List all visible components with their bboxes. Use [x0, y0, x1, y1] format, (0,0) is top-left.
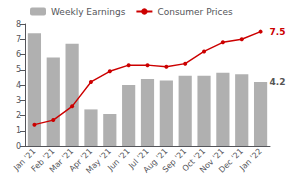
svg-text:0: 0 [16, 142, 21, 151]
svg-text:Weekly Earnings: Weekly Earnings [51, 7, 126, 17]
svg-text:4: 4 [16, 81, 21, 90]
svg-text:Jan '22: Jan '22 [237, 147, 263, 173]
svg-text:1: 1 [16, 126, 21, 135]
svg-text:2: 2 [16, 111, 21, 120]
svg-text:Feb '21: Feb '21 [29, 146, 57, 174]
svg-text:Aug '21: Aug '21 [141, 146, 170, 175]
svg-text:Jul '21: Jul '21 [127, 146, 151, 171]
svg-text:Sep '21: Sep '21 [160, 146, 189, 175]
svg-text:Jun '21: Jun '21 [105, 147, 131, 173]
svg-text:Mar '21: Mar '21 [47, 146, 76, 175]
svg-text:6: 6 [16, 50, 21, 59]
svg-text:Apr '21: Apr '21 [67, 146, 95, 174]
svg-text:4.2: 4.2 [270, 77, 286, 87]
svg-text:7.5: 7.5 [270, 27, 286, 37]
svg-text:8: 8 [16, 20, 21, 29]
svg-text:Consumer Prices: Consumer Prices [157, 7, 233, 17]
svg-text:Nov '21: Nov '21 [198, 146, 227, 175]
svg-text:5: 5 [16, 65, 21, 74]
svg-text:7: 7 [16, 35, 21, 44]
svg-text:May '21: May '21 [84, 147, 113, 176]
svg-text:Jan '21: Jan '21 [12, 146, 38, 173]
svg-text:3: 3 [16, 96, 21, 105]
svg-text:Oct '21: Oct '21 [180, 146, 208, 174]
svg-text:Dec '21: Dec '21 [217, 147, 245, 175]
